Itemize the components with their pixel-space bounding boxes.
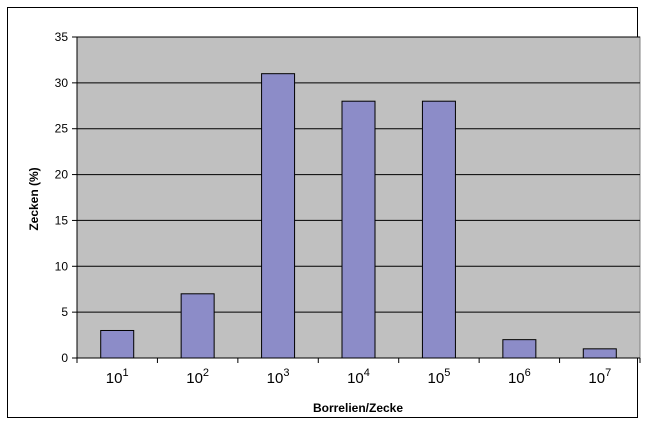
bar	[100, 329, 135, 359]
x-tick-label: 103	[267, 367, 290, 387]
y-tick-label: 30	[55, 76, 69, 90]
bars	[100, 73, 617, 359]
bar	[180, 293, 215, 359]
x-axis-title: Borrelien/Zecke	[313, 401, 403, 415]
y-axis: 0 5 10 15 20 25 30 35	[55, 30, 78, 365]
y-tick-label: 35	[55, 30, 69, 44]
y-tick-label: 0	[61, 351, 68, 365]
y-tick-label: 5	[61, 305, 68, 319]
x-tick-label: 101	[106, 367, 129, 387]
y-tick-label: 25	[55, 122, 69, 136]
x-tick-label: 102	[186, 367, 209, 387]
x-tick-label: 106	[508, 367, 531, 387]
bar	[341, 100, 376, 359]
x-tick-label: 105	[428, 367, 451, 387]
y-tick-label: 20	[55, 168, 69, 182]
bar	[502, 339, 537, 359]
y-tick-label: 15	[55, 213, 69, 227]
x-tick-label: 104	[347, 367, 370, 387]
bar	[582, 348, 617, 359]
y-tick-label: 10	[55, 259, 69, 273]
bar	[421, 100, 456, 359]
bar	[261, 73, 296, 359]
x-tick-label: 107	[588, 367, 611, 387]
y-axis-title: Zecken (%)	[27, 167, 41, 230]
x-axis: 101 102 103 104 105 106 107	[76, 357, 641, 387]
